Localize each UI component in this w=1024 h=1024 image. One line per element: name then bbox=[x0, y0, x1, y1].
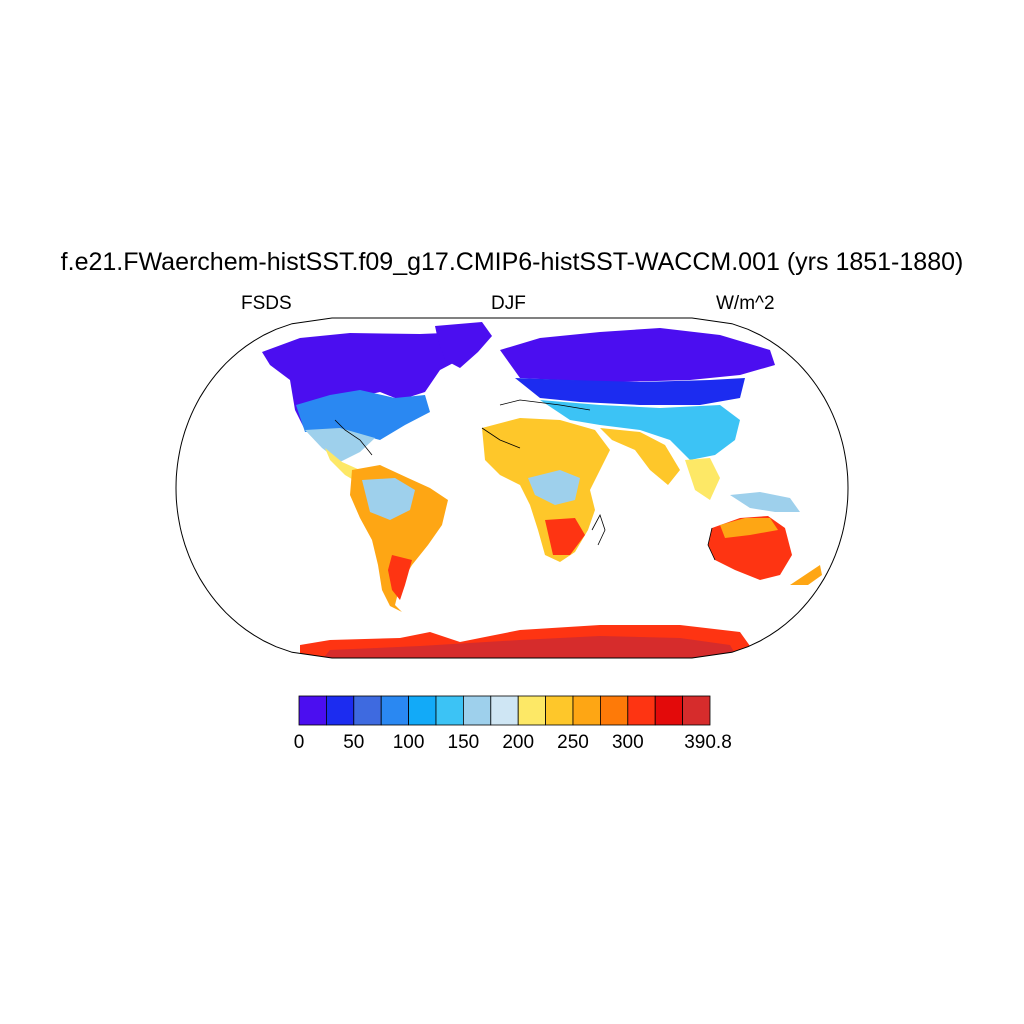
colorbar-box bbox=[353, 695, 382, 726]
colorbar-box bbox=[682, 695, 711, 726]
colorbar-box bbox=[600, 695, 629, 726]
colorbar-tick-label: 100 bbox=[392, 732, 425, 753]
north-america-south bbox=[305, 428, 375, 462]
colorbar-box bbox=[572, 695, 601, 726]
colorbar-tick-label: 250 bbox=[557, 732, 589, 753]
greenland-land bbox=[435, 322, 492, 368]
land-fields bbox=[262, 322, 822, 658]
colorbar-tick-label: 390.8 bbox=[684, 732, 732, 753]
north-america-mid bbox=[296, 390, 430, 440]
africa-south bbox=[545, 518, 585, 555]
south-america-south bbox=[388, 555, 412, 600]
coastlines bbox=[334, 399, 716, 561]
colorbar-box bbox=[490, 695, 519, 726]
variable-label: FSDS bbox=[241, 293, 292, 314]
se-asia bbox=[685, 458, 720, 500]
eurasia-south bbox=[540, 400, 740, 460]
plot-title: f.e21.FWaerchem-histSST.f09_g17.CMIP6-hi… bbox=[60, 248, 964, 276]
colorbar-box bbox=[627, 695, 656, 726]
colorbar-box bbox=[517, 695, 547, 726]
south-asia bbox=[600, 428, 680, 485]
south-america-amazon bbox=[362, 478, 415, 520]
eurasia-north bbox=[500, 328, 775, 382]
antarctica-interior bbox=[320, 636, 740, 658]
indonesia-islands bbox=[730, 492, 800, 512]
colorbar-tick-label: 50 bbox=[343, 732, 365, 753]
colorbar-tick-label: 200 bbox=[502, 732, 535, 753]
colorbar-box bbox=[408, 695, 437, 726]
colorbar-box bbox=[654, 695, 684, 726]
colorbar-tick-label: 300 bbox=[611, 732, 644, 753]
colorbar-box bbox=[462, 695, 492, 726]
africa-equator bbox=[528, 470, 580, 505]
colorbar-box bbox=[380, 695, 410, 726]
eurasia-mid bbox=[515, 378, 745, 405]
map-boundary bbox=[175, 317, 849, 659]
colorbar-box bbox=[325, 695, 355, 726]
colorbar-tick-label: 150 bbox=[447, 732, 480, 753]
units-label: W/m^2 bbox=[716, 293, 775, 314]
colorbar-tick-label: 0 bbox=[293, 732, 305, 753]
colorbar-box bbox=[298, 695, 327, 726]
season-label: DJF bbox=[491, 293, 526, 314]
colorbar-box bbox=[435, 695, 464, 726]
colorbar-box bbox=[545, 695, 574, 726]
new-zealand bbox=[790, 565, 822, 585]
australia-north bbox=[720, 518, 778, 538]
